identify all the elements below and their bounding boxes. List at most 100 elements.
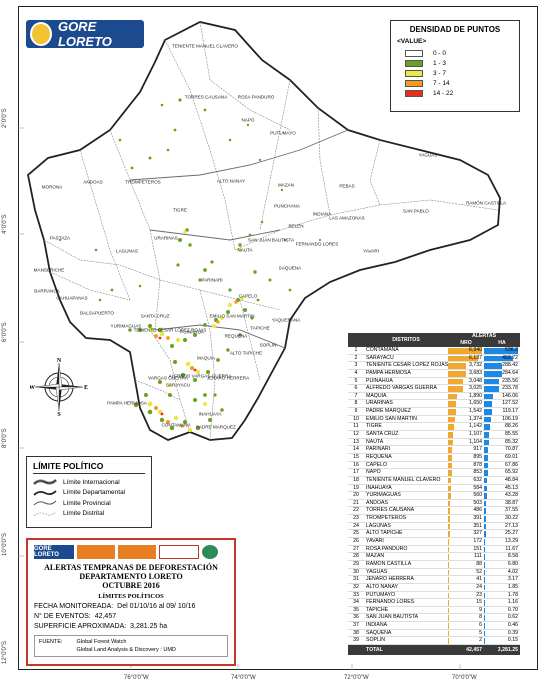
nro-value: 878 bbox=[473, 461, 482, 468]
row-district: ANDOAS bbox=[366, 499, 388, 506]
row-ha: 85.32 bbox=[484, 439, 520, 446]
ha-bar bbox=[484, 531, 486, 537]
nro-value: 3,683 bbox=[469, 369, 482, 376]
place-label: SAN PABLO bbox=[403, 208, 429, 214]
row-number: 6 bbox=[354, 385, 358, 392]
ha-bar bbox=[484, 378, 499, 385]
ha-bar bbox=[484, 401, 493, 408]
row-district: MAZÁN bbox=[366, 553, 385, 560]
row-district: PUINAHUA bbox=[366, 377, 393, 384]
place-label: MAQUIA bbox=[196, 355, 216, 361]
ha-bar bbox=[484, 447, 489, 453]
place-label: TROMPETEROS bbox=[125, 179, 161, 185]
row-number: 10 bbox=[353, 415, 359, 422]
total-nro: 42,457 bbox=[466, 646, 482, 653]
table-row: 13 NAUTA 1,104 85.32 bbox=[348, 439, 520, 447]
table-row: 22 TORRES CAUSANA 486 37.55 bbox=[348, 507, 520, 516]
row-nro: 5 bbox=[448, 630, 484, 637]
place-label: RAMÓN CASTILLA bbox=[465, 200, 507, 206]
lon-label: 76°0'0"W bbox=[124, 675, 149, 681]
ha-value: 127.52 bbox=[502, 400, 518, 407]
place-label: ANDOAS bbox=[83, 179, 103, 185]
ha-value: 65.92 bbox=[505, 469, 518, 476]
row-ha: 119.17 bbox=[484, 408, 520, 415]
limit-label: Límite Internacional bbox=[63, 478, 120, 486]
row-district: TENIENTE MANUEL CLAVERO bbox=[366, 476, 441, 483]
ha-value: 106.19 bbox=[502, 415, 518, 422]
compass-rose-icon: N S E W bbox=[30, 358, 88, 416]
density-class: 0 - 0 bbox=[397, 48, 513, 58]
density-legend-subtitle: <VALUE> bbox=[397, 38, 427, 45]
row-ha: 0.15 bbox=[484, 637, 520, 644]
row-number: 5 bbox=[354, 377, 358, 384]
table-row: 33 PUTUMAYO 23 1.78 bbox=[348, 592, 520, 600]
place-label: PUNCHANA bbox=[274, 203, 300, 209]
nro-bar bbox=[448, 393, 458, 400]
ha-value: 70.87 bbox=[505, 446, 518, 453]
limits-legend-title: LÍMITE POLÍTICO bbox=[33, 461, 145, 474]
place-label: PUTUMAYO bbox=[270, 130, 296, 136]
ha-value: 1.85 bbox=[507, 583, 518, 590]
limit-item: Límite Distrital bbox=[33, 509, 145, 520]
row-number: 39 bbox=[353, 637, 359, 644]
row-district: INAHUAYA bbox=[366, 484, 392, 491]
nro-bar bbox=[448, 439, 454, 446]
table-row: 8 URARINAS 1,650 127.52 bbox=[348, 400, 520, 409]
total-label: TOTAL bbox=[366, 646, 383, 653]
density-class-label: 3 - 7 bbox=[433, 69, 447, 77]
compass-s: S bbox=[57, 412, 61, 416]
ha-value: 4.02 bbox=[507, 568, 518, 575]
ha-bar bbox=[484, 569, 485, 576]
ha-value: 459.72 bbox=[502, 354, 518, 361]
nro-value: 5 bbox=[479, 629, 482, 636]
ha-bar bbox=[484, 439, 490, 446]
ha-bar bbox=[484, 546, 485, 553]
ha-bar bbox=[484, 561, 485, 568]
ha-value: 8.58 bbox=[507, 553, 518, 560]
ha-value: 284.64 bbox=[502, 369, 518, 376]
table-row: 6 ALFREDO VARGAS GUERRA 3,025 233.78 bbox=[348, 385, 520, 393]
ha-bar bbox=[484, 386, 499, 392]
ha-value: 85.32 bbox=[505, 438, 518, 445]
row-number: 26 bbox=[353, 538, 359, 545]
row-number: 27 bbox=[353, 545, 359, 552]
row-district: CONTAMANA bbox=[366, 347, 399, 353]
row-number: 20 bbox=[353, 492, 359, 499]
row-district: ALTO NANAY bbox=[366, 583, 398, 590]
place-label: REQUENA bbox=[224, 333, 248, 339]
nro-value: 853 bbox=[473, 469, 482, 476]
row-ha: 69.01 bbox=[484, 454, 520, 461]
row-nro: 1,104 bbox=[448, 439, 484, 446]
source-item: Global Forest Watch bbox=[76, 639, 127, 645]
row-ha: 0.46 bbox=[484, 622, 520, 629]
ha-bar bbox=[484, 554, 485, 560]
row-number: 9 bbox=[354, 408, 358, 415]
table-row: 15 REQUENA 895 69.01 bbox=[348, 454, 520, 462]
ha-value: 37.55 bbox=[505, 507, 518, 514]
row-district: TAPICHE bbox=[366, 606, 389, 613]
swatch bbox=[405, 79, 423, 87]
nro-value: 111 bbox=[474, 553, 482, 560]
row-ha: 459.72 bbox=[484, 355, 520, 362]
place-label: CONTAMANA bbox=[161, 422, 191, 428]
row-ha: 284.64 bbox=[484, 370, 520, 377]
compass-w: W bbox=[30, 385, 35, 391]
limits-legend: LÍMITE POLÍTICO Límite Internacional Lím… bbox=[26, 456, 152, 528]
ha-bar bbox=[484, 454, 489, 461]
row-number: 22 bbox=[353, 507, 359, 514]
place-label: JENARO HERRERA bbox=[206, 375, 250, 381]
ha-bar bbox=[484, 584, 485, 591]
table-row: 25 ALTO TAPICHE 327 25.27 bbox=[348, 530, 520, 539]
row-nro: 853 bbox=[448, 469, 484, 476]
info-box: GORE LORETO ALERTAS TEMPRANAS DE DEFORES… bbox=[26, 538, 236, 666]
row-district: ROSA PANDURO bbox=[366, 545, 408, 552]
place-label: ROSA PANDURO bbox=[237, 94, 275, 100]
place-label: MORONA bbox=[41, 184, 63, 190]
ha-value: 30.22 bbox=[505, 515, 518, 522]
place-label: PAMPA HERMOSA bbox=[107, 400, 147, 406]
ha-value: 69.01 bbox=[505, 453, 518, 460]
ha-bar bbox=[484, 363, 503, 369]
info-month: OCTUBRE 2016 bbox=[102, 581, 160, 590]
date-value: Del 01/10/16 al 09/ 10/16 bbox=[117, 603, 196, 610]
ha-value: 536.3 bbox=[505, 347, 518, 353]
